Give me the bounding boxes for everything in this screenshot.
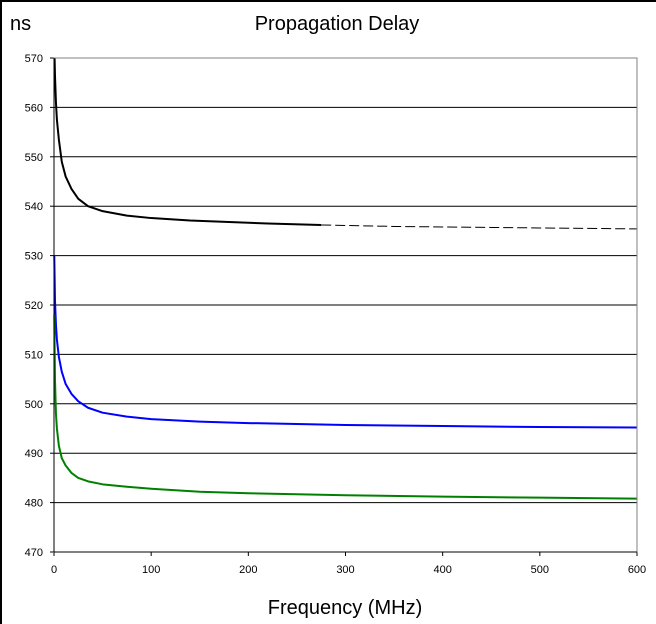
tick-labels: 470 480 490 500 510 520 530 540 550 560 570 0 100 200… <box>25 53 647 576</box>
x-tick-label-500: 500 <box>531 564 549 576</box>
series-line-2 <box>321 224 638 230</box>
x-axis-label: Frequency (MHz) <box>268 597 422 619</box>
y-tick-label-550: 550 <box>25 152 43 164</box>
y-axis-label: ns <box>10 13 31 35</box>
series-group <box>53 57 638 500</box>
series-line-3 <box>53 255 638 429</box>
x-tick-label-0: 0 <box>51 564 57 576</box>
x-tick-label-300: 300 <box>336 564 354 576</box>
y-tick-label-500: 500 <box>25 399 43 411</box>
series-line-4 <box>53 314 638 500</box>
x-tick-label-600: 600 <box>628 564 646 576</box>
y-tick-label-560: 560 <box>25 102 43 114</box>
y-tick-label-530: 530 <box>25 251 43 263</box>
y-tick-label-480: 480 <box>25 498 43 510</box>
x-tick-label-400: 400 <box>433 564 451 576</box>
y-tick-label-540: 540 <box>25 201 43 213</box>
y-tick-label-470: 470 <box>25 547 43 559</box>
x-tick-label-100: 100 <box>142 564 160 576</box>
y-tick-label-510: 510 <box>25 349 43 361</box>
y-tick-label-570: 570 <box>25 53 43 65</box>
y-tick-label-520: 520 <box>25 300 43 312</box>
series-line-1 <box>53 57 322 226</box>
chart-title: Propagation Delay <box>255 13 420 35</box>
x-tick-label-200: 200 <box>239 564 257 576</box>
axes <box>50 57 638 556</box>
y-tick-label-490: 490 <box>25 448 43 460</box>
